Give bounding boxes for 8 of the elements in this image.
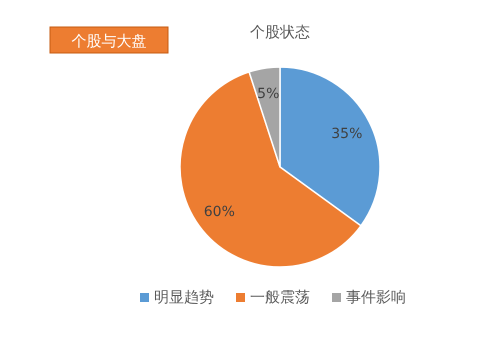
legend-label: 一般震荡	[250, 288, 310, 306]
legend-label: 明显趋势	[154, 288, 214, 306]
legend-label: 事件影响	[346, 288, 406, 306]
data-label: 5%	[257, 86, 280, 102]
data-label: 60%	[204, 204, 235, 220]
data-label: 35%	[331, 126, 362, 142]
title: 个股状态	[250, 23, 310, 41]
subtitle: 个股与大盘	[72, 32, 146, 50]
